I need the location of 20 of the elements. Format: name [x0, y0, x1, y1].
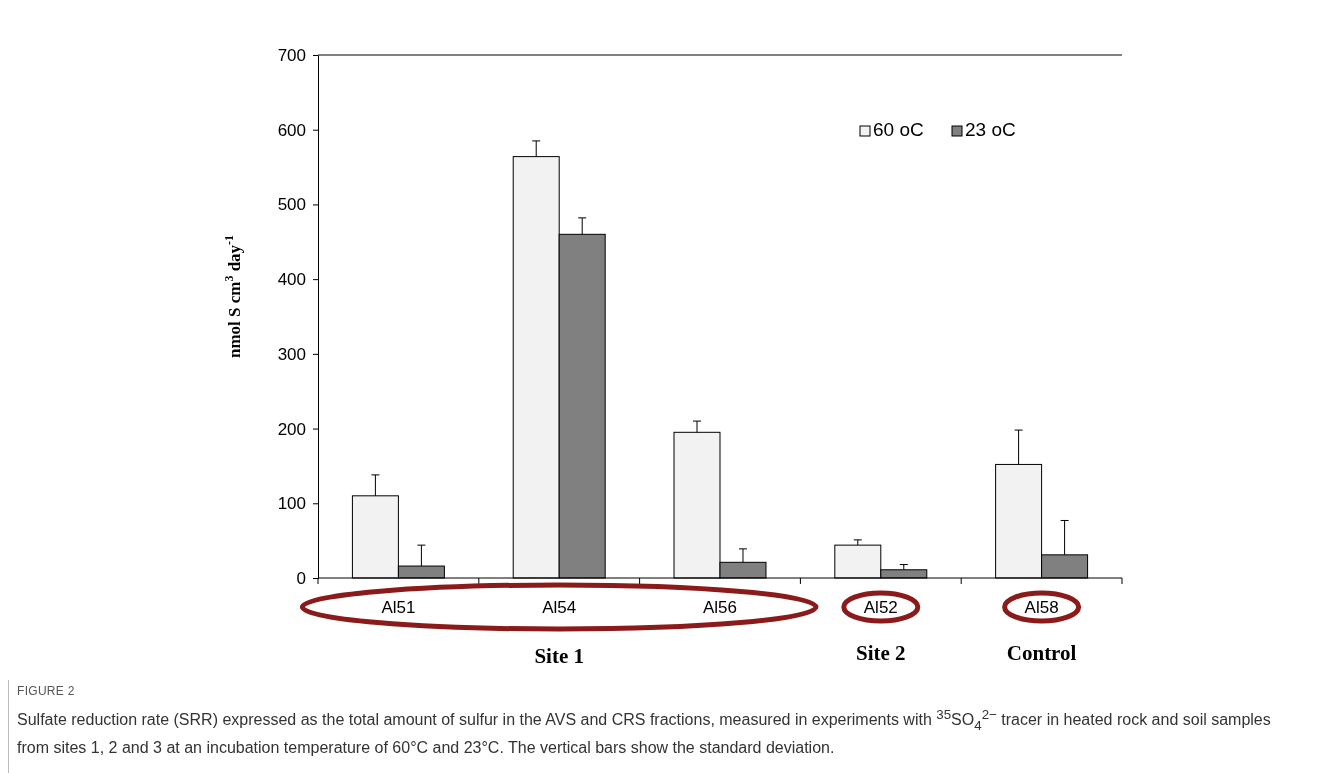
text: Control: [1006, 641, 1077, 665]
y-tick-label: 200: [277, 419, 306, 439]
y-tick-label: 500: [277, 195, 306, 215]
y-tick-label: 400: [277, 270, 306, 290]
text: Site 1: [534, 644, 584, 668]
x-tick-label: Al56: [702, 598, 738, 617]
text: Site 2: [856, 641, 906, 665]
legend-label: 60 oC: [873, 119, 924, 140]
y-tick-label: 0: [296, 568, 306, 588]
x-tick-label: Al51: [381, 598, 416, 617]
y-tick-label: 600: [277, 120, 306, 140]
x-tick-label: Al54: [542, 598, 577, 617]
y-tick-label: 700: [277, 45, 306, 65]
x-tick-label: Al58: [1024, 598, 1059, 617]
caption: FIGURE 2: [17, 684, 76, 698]
y-tick-label: 300: [277, 344, 306, 364]
x-tick-label: Al52: [863, 598, 898, 617]
text: Sulfate reduction rate (SRR) expressed as the total amount of sulfur in the AVS and CRS fractions, measured in experiments with $^{35}$SO$_{4}$$^{2−}$ tracer in heated rock and soil samples from sites 1, 2 and 3 at an incubation temperature of 60°C and 23°C. The vertical bars show the standard deviation.: [17, 707, 1271, 756]
y-tick-label: 100: [277, 494, 306, 514]
legend-label: 23 oC: [965, 119, 1016, 140]
